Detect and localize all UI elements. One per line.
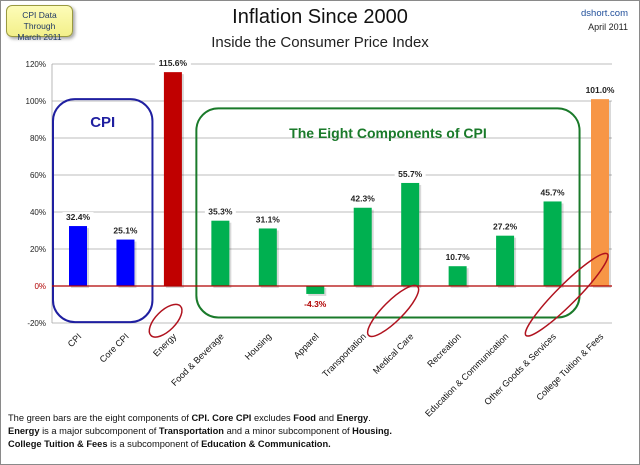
value-label-bg xyxy=(347,193,379,204)
components-group-label: The Eight Components of CPI xyxy=(289,125,487,141)
x-category-label: Education & Communication xyxy=(423,331,510,418)
bar xyxy=(401,182,420,286)
bar xyxy=(163,72,182,286)
bar xyxy=(69,226,87,286)
data-through-badge: CPI Data Through March 2011 xyxy=(6,5,73,42)
value-label: 35.3% xyxy=(208,207,233,217)
y-tick-label: 60% xyxy=(30,171,46,180)
value-label: 42.3% xyxy=(351,194,376,204)
y-tick-label: -20% xyxy=(27,319,46,328)
bar xyxy=(543,201,562,286)
footnote-bold-term: Transportation xyxy=(158,426,224,436)
x-category-label: Recreation xyxy=(425,331,463,369)
x-category-label: Food & Beverage xyxy=(169,331,226,388)
value-label: 10.7% xyxy=(446,252,471,262)
footnote-bold-term: Housing. xyxy=(352,426,392,436)
x-category-label: Energy xyxy=(151,331,179,359)
value-label: 32.4% xyxy=(66,212,91,222)
value-label: 55.7% xyxy=(398,169,423,179)
value-label: 115.6% xyxy=(159,58,188,68)
bar xyxy=(306,286,325,294)
value-label-bg xyxy=(154,58,191,69)
value-label: -4.3% xyxy=(304,299,327,309)
value-label: 45.7% xyxy=(540,187,565,197)
footnote-bold-term: Education & Communication. xyxy=(201,439,331,449)
highlight-circle xyxy=(524,252,609,337)
cpi-group-box xyxy=(52,98,154,324)
bar xyxy=(258,228,277,286)
x-category-label: Apparel xyxy=(292,331,321,360)
bar xyxy=(496,235,515,286)
footnote-bold-term: Energy xyxy=(336,413,369,423)
badge-line1: CPI Data Through xyxy=(22,10,57,31)
x-category-label: Transportation xyxy=(320,331,368,379)
footnote-line-1: The green bars are the eight components … xyxy=(8,412,392,425)
footnote-text: and a minor subcomponent of xyxy=(224,426,353,436)
footnote-text: . xyxy=(368,413,371,423)
value-label-bg xyxy=(442,252,474,263)
x-category-label: Core CPI xyxy=(98,331,131,364)
footnote-line-3: College Tuition & Fees is a subcomponent… xyxy=(8,438,392,451)
x-category-label: CPI xyxy=(66,331,84,349)
badge-line2: March 2011 xyxy=(17,32,62,42)
value-label-bg xyxy=(62,212,94,223)
footnote-bold-term: College Tuition & Fees xyxy=(8,439,108,449)
footnote-text: The green bars are the eight components … xyxy=(8,413,192,423)
highlight-circle xyxy=(366,284,420,338)
value-label-bg xyxy=(582,85,618,96)
y-tick-label: 80% xyxy=(30,134,46,143)
y-tick-label: 40% xyxy=(30,208,46,217)
value-label: 101.0% xyxy=(586,85,615,95)
value-label-bg xyxy=(109,225,141,236)
value-label: 31.1% xyxy=(256,214,281,224)
x-category-label: Housing xyxy=(243,331,273,361)
bar xyxy=(211,220,230,286)
y-tick-label: 20% xyxy=(30,245,46,254)
value-label-bg xyxy=(489,221,521,232)
highlight-circle xyxy=(148,303,183,338)
footnote-text: excludes xyxy=(251,413,294,423)
value-label-bg xyxy=(537,187,569,198)
value-label-bg xyxy=(204,206,236,217)
footnote-bold-term: CPI. Core CPI xyxy=(191,413,252,423)
x-category-label: Medical Care xyxy=(371,331,416,376)
footnote-bold-term: Food xyxy=(293,413,316,423)
footnote-text: is a subcomponent of xyxy=(107,439,202,449)
value-label: 25.1% xyxy=(113,226,138,236)
chart-title: Inflation Since 2000 xyxy=(232,6,408,28)
value-label-bg xyxy=(394,168,426,179)
footnote-text: and xyxy=(315,413,337,423)
bar xyxy=(353,207,372,286)
footnote-bold-term: Energy xyxy=(8,426,40,436)
footnote-text: is a major subcomponent of xyxy=(39,426,159,436)
bar xyxy=(591,99,609,287)
footnote-line-2: Energy is a major subcomponent of Transp… xyxy=(8,425,392,438)
publish-date: April 2011 xyxy=(588,22,628,32)
site-credit: dshort.com xyxy=(581,8,628,19)
components-group-box xyxy=(195,107,581,319)
y-tick-label: 120% xyxy=(26,60,46,69)
value-label-bg xyxy=(252,214,284,225)
footnote: The green bars are the eight components … xyxy=(8,412,392,451)
y-tick-label: 0% xyxy=(34,282,46,291)
cpi-group-label: CPI xyxy=(90,114,115,131)
bar xyxy=(116,239,135,286)
chart-subtitle: Inside the Consumer Price Index xyxy=(211,34,429,51)
y-tick-label: 100% xyxy=(26,97,46,106)
value-label: 27.2% xyxy=(493,222,518,232)
bar xyxy=(448,266,467,286)
